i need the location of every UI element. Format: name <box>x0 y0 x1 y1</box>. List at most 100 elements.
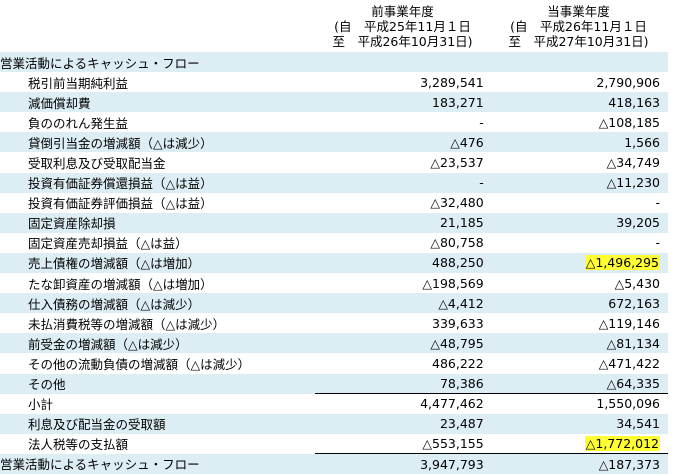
value: △80,758 <box>430 235 484 251</box>
row-label-cell: 税引前当期純利益 <box>0 72 315 92</box>
value-cell: 78,386 <box>315 373 492 394</box>
row-label-cell: 法人税等の支払額 <box>0 434 315 454</box>
value-cell: △23,537 <box>315 152 491 172</box>
value: 21,185 <box>439 215 484 231</box>
value-cell: △476 <box>315 132 492 153</box>
row-label: 前受金の増減額（△は減少） <box>28 336 188 352</box>
value: △119,146 <box>598 315 660 331</box>
row-label: 営業活動によるキャッシュ・フロー <box>0 55 200 71</box>
value-cell: △198,569 <box>315 273 491 293</box>
row-label: 投資有価証券償還損益（△は益） <box>28 176 213 192</box>
value-cell: - <box>492 193 668 213</box>
value-cell: - <box>315 112 491 132</box>
row-label-cell: 未払消費税等の増減額（△は減少） <box>0 313 315 333</box>
value: △23,537 <box>430 155 484 171</box>
row-label-cell: 前受金の増減額（△は減少） <box>0 333 316 354</box>
value-cell <box>491 52 668 73</box>
value: △198,569 <box>422 275 484 291</box>
table-row: 法人税等の支払額 △553,155 △1,772,012 <box>0 434 668 454</box>
table-row: 小計 4,477,462 1,550,096 <box>0 393 668 414</box>
period-to: 至 平成26年10月31日) <box>332 34 473 49</box>
row-label-cell: その他の流動負債の増減額（△は減少） <box>0 353 315 373</box>
value-cell: 4,477,462 <box>315 393 492 414</box>
row-label-cell: 固定資産売却損益（△は益） <box>0 233 315 253</box>
value: - <box>655 195 660 211</box>
value-cell: 672,163 <box>491 293 668 314</box>
value-cell: △64,335 <box>491 373 668 394</box>
value-cell: 21,185 <box>315 212 492 233</box>
row-label: 未払消費税等の増減額（△は減少） <box>28 316 226 332</box>
row-label-cell: たな卸資産の増減額（△は増加） <box>0 273 315 293</box>
value-cell: △1,772,012 <box>492 434 668 454</box>
row-label-cell: 投資有価証券評価損益（△は益） <box>0 193 315 213</box>
value-cell: 418,163 <box>491 92 668 113</box>
row-label: 減価償却費 <box>28 95 91 111</box>
value: △32,480 <box>430 195 484 211</box>
value: - <box>479 175 484 191</box>
value-cell: 39,205 <box>491 212 668 233</box>
value: △81,134 <box>606 335 660 351</box>
table-row: 減価償却費 183,271 418,163 <box>0 92 668 113</box>
value: 183,271 <box>432 94 484 110</box>
row-label-cell: 営業活動によるキャッシュ・フロー <box>0 52 316 73</box>
table-row: 売上債権の増減額（△は増加） 488,250 △1,496,295 <box>0 252 668 274</box>
value-cell: 183,271 <box>315 92 492 113</box>
value-cell: △187,373 <box>491 453 668 474</box>
value-cell: △553,155 <box>315 434 491 454</box>
value-cell: 3,947,793 <box>315 453 492 474</box>
row-label: 投資有価証券評価損益（△は益） <box>28 196 213 212</box>
value-cell: △108,185 <box>492 112 668 132</box>
table-row: 負ののれん発生益 - △108,185 <box>0 112 668 132</box>
table-row: 投資有価証券償還損益（△は益） - △11,230 <box>0 172 668 193</box>
value-cell: 1,566 <box>491 132 668 153</box>
row-label: 法人税等の支払額 <box>28 437 129 453</box>
value-cell <box>315 52 492 73</box>
table-row: 固定資産売却損益（△は益） △80,758 - <box>0 233 668 253</box>
row-label-cell: 営業活動によるキャッシュ・フロー <box>0 453 316 474</box>
row-label-cell: 貸倒引当金の増減額（△は減少） <box>0 132 316 153</box>
value: 1,550,096 <box>596 396 660 412</box>
value-cell: 3,289,541 <box>315 72 491 92</box>
value: 486,222 <box>432 355 484 371</box>
row-label-cell: 売上債権の増減額（△は増加） <box>0 252 316 274</box>
table-row: 利息及び配当金の受取額 23,487 34,541 <box>0 413 668 434</box>
value-cell: △471,422 <box>492 353 668 373</box>
value: 34,541 <box>616 416 660 432</box>
period-from: (自 平成26年11月１日 <box>510 19 647 34</box>
row-label: 利息及び配当金の受取額 <box>28 417 166 433</box>
value-cell: △48,795 <box>315 333 492 354</box>
value-cell: △34,749 <box>492 152 668 172</box>
table-row: 営業活動によるキャッシュ・フロー 3,947,793 △187,373 <box>0 453 668 474</box>
value-cell: △119,146 <box>492 313 668 333</box>
table-row: 仕入債務の増減額（△は減少） △4,412 672,163 <box>0 293 668 314</box>
table-row: その他の流動負債の増減額（△は減少） 486,222 △471,422 <box>0 353 668 373</box>
row-label-cell: 固定資産除却損 <box>0 212 316 233</box>
row-label: 税引前当期純利益 <box>28 75 129 91</box>
row-label: 小計 <box>28 397 54 413</box>
period-from: (自 平成25年11月１日 <box>334 19 471 34</box>
value-cell: △81,134 <box>491 333 668 354</box>
value: 1,566 <box>624 134 660 150</box>
value-cell: 488,250 <box>315 252 492 274</box>
value: 339,633 <box>432 315 484 331</box>
value-cell: - <box>492 233 668 253</box>
row-label: 貸倒引当金の増減額（△は減少） <box>28 135 213 151</box>
row-label-cell: 仕入債務の増減額（△は減少） <box>0 293 316 314</box>
value: 3,289,541 <box>420 74 484 90</box>
table-row: その他 78,386 △64,335 <box>0 373 668 394</box>
row-label: 営業活動によるキャッシュ・フロー <box>0 457 200 473</box>
value-cell: △4,412 <box>315 293 492 314</box>
value: 488,250 <box>432 255 484 271</box>
value: △64,335 <box>606 375 660 391</box>
table-row: 貸倒引当金の増減額（△は減少） △476 1,566 <box>0 132 668 153</box>
value: - <box>479 114 484 130</box>
row-label: 固定資産売却損益（△は益） <box>28 236 188 252</box>
row-label-cell: 小計 <box>0 394 315 414</box>
value-cell: △11,230 <box>491 172 668 193</box>
table-row: 税引前当期純利益 3,289,541 2,790,906 <box>0 72 668 92</box>
value-cell: △32,480 <box>315 193 491 213</box>
period-to: 至 平成27年10月31日) <box>508 34 649 49</box>
row-label: その他の流動負債の増減額（△は減少） <box>28 356 251 372</box>
value-cell: 23,487 <box>315 413 492 434</box>
